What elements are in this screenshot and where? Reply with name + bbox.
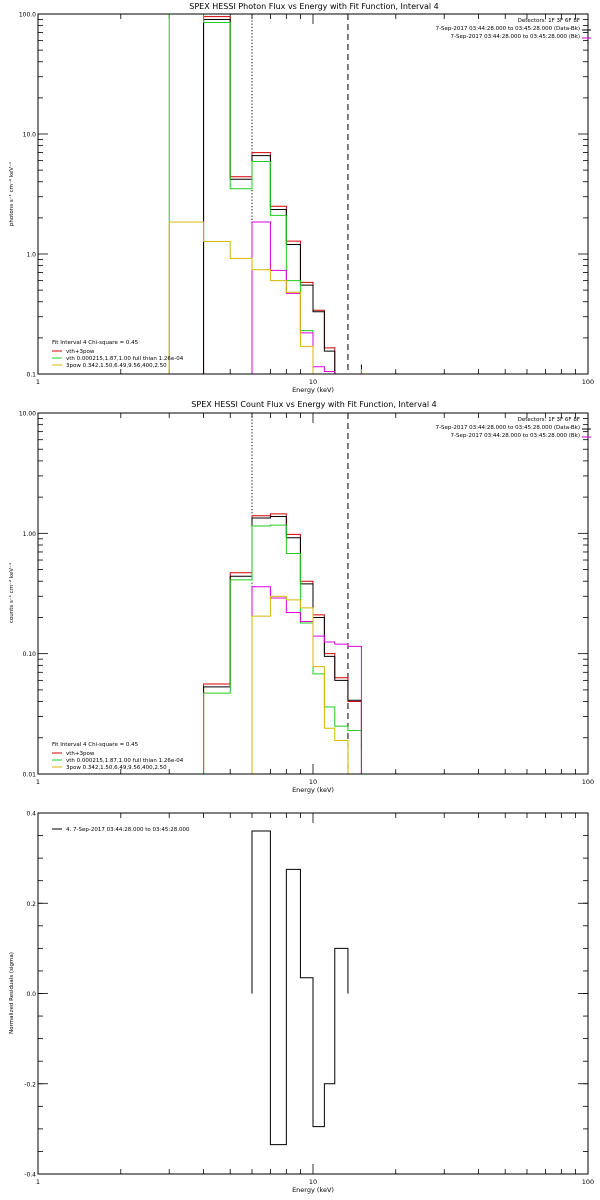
photon-flux-y-tick-label: 0.1 (26, 372, 36, 379)
photon-flux-x-tick-label: 1 (36, 378, 40, 386)
residuals-x-tick-label: 10 (309, 1178, 317, 1186)
count-flux-x-axis-label: Energy (keV) (292, 786, 334, 794)
residuals-y-tick-label: -0.2 (24, 1081, 36, 1088)
residuals-y-tick-label: 0.2 (26, 901, 36, 908)
photon-flux-series-3-data-line (251, 221, 362, 375)
photon-flux-axes-frame (37, 13, 589, 375)
photon-flux-y-axis-label: photons s⁻¹ cm⁻² keV⁻¹ (8, 162, 15, 226)
photon-flux-series-2-vth-line (168, 13, 362, 375)
photon-flux-header-line-2: 7-Sep-2017 03:44:28.000 to 03:45:28.000 … (436, 26, 580, 32)
count-flux-legend-entry-1: vth+3pow (66, 751, 95, 757)
photon-flux-x-tick-label: 10 (309, 378, 317, 386)
photon-flux-series-1-data-line (203, 18, 362, 375)
residuals-plot-area: 1 10 100 -0.4 -0.2 0.0 0.2 0.4 (24, 811, 594, 1187)
residuals-y-tick-label: 0.4 (26, 811, 36, 818)
residuals-series-0-4-line (251, 830, 349, 1146)
count-flux-plot-area: 1 10 100 0.01 0.10 1.00 10.00 (19, 411, 594, 787)
photon-flux-legend-entry-1: vth+3pow (66, 349, 95, 355)
residuals-y-tick-label: -0.4 (24, 1172, 36, 1179)
residuals-y-tick-label: 0.0 (26, 991, 36, 998)
photon-flux-legend-title: Fit Interval 4 Chi-square = 0.45 (52, 340, 139, 346)
count-flux-legend-title: Fit Interval 4 Chi-square = 0.45 (52, 742, 139, 748)
photon-flux-legend-entry-2: vth 0.000215,1.87,1.00 full thian 1.26e-… (66, 356, 184, 362)
residuals-legend-entry: 4. 7-Sep-2017 03:44:28.000 to 03:45:28.0… (66, 827, 190, 833)
count-flux-series-2-vth-line (203, 524, 362, 774)
photon-flux-x-axis-label: Energy (keV) (292, 386, 334, 394)
photon-flux-y-tick-label: 100.0 (19, 12, 36, 19)
count-flux-x-tick-label: 10 (309, 778, 317, 786)
photon-flux-y-tick-label: 10.0 (23, 132, 37, 139)
count-flux-y-tick-label: 0.01 (23, 772, 37, 779)
count-flux-panel: SPEX HESSI Count Flux vs Energy with Fit… (8, 400, 594, 794)
count-flux-header-line-1: Detectors: 1F 3F 6F 8F (518, 417, 580, 423)
photon-flux-y-tick-label: 1.0 (26, 252, 36, 259)
photon-flux-legend-entry-3: 3pow 0.342,1.50,6.49,9.56,400,2.50 (66, 363, 167, 369)
photon-flux-plot-area: 1 10 100 0.1 1.0 10.0 100.0 (19, 12, 594, 387)
count-flux-title: SPEX HESSI Count Flux vs Energy with Fit… (191, 400, 436, 409)
count-flux-header-line-3: 7-Sep-2017 03:44:28.000 to 03:45:28.000 … (451, 433, 581, 439)
residuals-panel: 1 10 100 -0.4 -0.2 0.0 0.2 0.4 4. 7-Sep-2017 03… (9, 811, 594, 1195)
count-flux-y-tick-label: 1.00 (23, 531, 37, 538)
count-flux-x-tick-label: 1 (36, 778, 40, 786)
photon-flux-panel: SPEX HESSI Photon Flux vs Energy with Fi… (8, 2, 594, 394)
count-flux-y-tick-label: 0.10 (23, 651, 37, 658)
residuals-x-axis-label: Energy (keV) (292, 1186, 334, 1194)
count-flux-legend-entry-3: 3pow 0.342,1.50,6.49,9.56,400,2.50 (66, 765, 167, 771)
residuals-x-tick-label: 100 (582, 1178, 594, 1186)
count-flux-header-line-2: 7-Sep-2017 03:44:28.000 to 03:45:28.000 … (436, 425, 580, 431)
photon-flux-title: SPEX HESSI Photon Flux vs Energy with Fi… (189, 2, 439, 11)
residuals-x-tick-label: 1 (36, 1178, 40, 1186)
count-flux-y-axis-label: counts s⁻¹ cm⁻² keV⁻¹ (8, 563, 15, 623)
count-flux-y-tick-label: 10.00 (19, 411, 36, 418)
count-flux-legend-entry-2: vth 0.000215,1.87,1.00 full thian 1.26e-… (66, 758, 184, 764)
count-flux-series-4-3pow-line (251, 595, 349, 774)
count-flux-x-tick-label: 100 (582, 778, 594, 786)
photon-flux-header-line-1: Detectors: 1F 3F 6F 8F (518, 18, 580, 24)
photon-flux-header-line-3: 7-Sep-2017 03:44:28.000 to 03:45:28.000 … (451, 34, 581, 40)
residuals-axes-frame (37, 812, 589, 1175)
count-flux-axes-frame (37, 412, 589, 775)
photon-flux-x-tick-label: 100 (582, 378, 594, 386)
photon-flux-series-0-vthplus3pow-line (203, 16, 362, 375)
residuals-y-axis-label: Normalized Residuals (sigma) (9, 952, 15, 1034)
count-flux-series-1-data-line (203, 516, 362, 774)
